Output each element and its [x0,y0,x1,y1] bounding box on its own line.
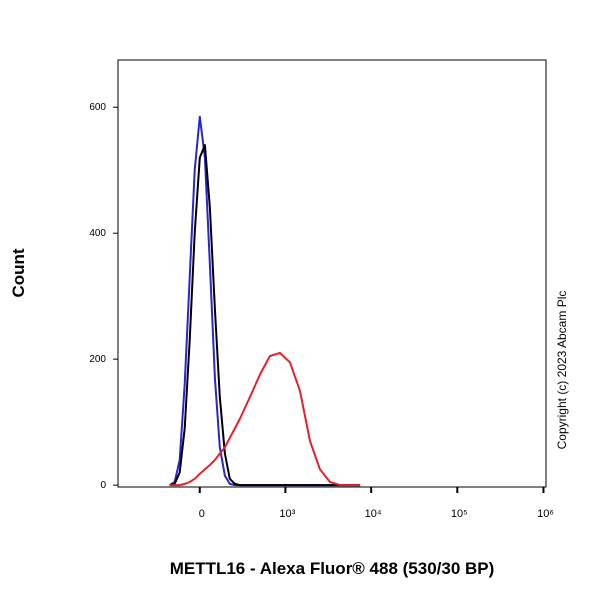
histogram-line [169,351,361,487]
copyright: Copyright (c) 2023 Abcam Plc [555,291,569,450]
y-axis-label: Count [9,248,28,297]
x-tick-label: 10³ [279,508,295,520]
x-axis-label: METTL16 - Alexa Fluor® 488 (530/30 BP) [170,559,495,578]
plot-frame [117,59,547,488]
y-tick-label: 400 [89,228,106,239]
histogram-line [169,144,361,487]
x-tick-label: 0 [199,508,205,520]
y-tick-label: 0 [100,480,106,491]
x-tick-label: 10⁵ [451,508,468,520]
x-tick-label: 10⁶ [537,508,554,520]
y-tick-label: 600 [89,102,106,113]
y-tick-label: 200 [89,354,106,365]
x-tick-label: 10⁴ [365,508,382,520]
